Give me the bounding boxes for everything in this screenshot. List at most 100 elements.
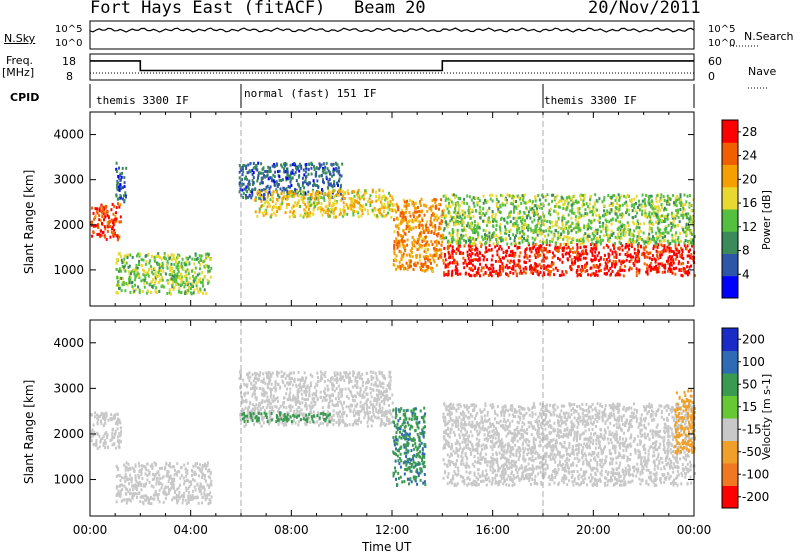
power-cell-2 <box>115 261 118 265</box>
power-cell-2 <box>202 284 204 288</box>
power-cell-4 <box>320 191 322 195</box>
power-cell-6 <box>532 243 535 247</box>
power-cell-3 <box>275 162 278 166</box>
power-cell-7 <box>488 216 491 220</box>
sky-panel-frame <box>89 20 695 50</box>
power-cell-3 <box>328 177 331 181</box>
power-cell-7 <box>515 220 518 224</box>
power-cell-5 <box>425 242 428 246</box>
power-cell-6 <box>576 268 579 272</box>
power-cell-4 <box>265 200 268 203</box>
power-cell-4 <box>363 191 366 195</box>
power-cell-5 <box>432 204 435 208</box>
power-cell-7 <box>447 197 450 201</box>
velocity-cell-1 <box>123 476 126 480</box>
power-cell-5 <box>418 237 421 241</box>
power-cell-7 <box>533 211 536 215</box>
velocity-cell-0 <box>96 421 99 425</box>
power-cell-7 <box>454 205 457 209</box>
power-cell-6 <box>585 263 588 267</box>
power-cell-6 <box>449 261 451 265</box>
power-cell-3 <box>281 190 284 193</box>
power-cell-6 <box>576 251 579 254</box>
power-cell-5 <box>420 210 423 214</box>
power-cell-2 <box>189 282 192 286</box>
power-cell-4 <box>354 199 357 203</box>
power-colorbar-segment <box>722 120 738 143</box>
power-cell-6 <box>577 265 580 269</box>
power-cell-7 <box>532 241 535 245</box>
power-cell-6 <box>581 252 584 256</box>
velocity-cell-1 <box>203 492 206 496</box>
power-cell-2 <box>145 273 148 277</box>
power-cell-6 <box>619 269 622 272</box>
power-cell-5 <box>420 197 423 201</box>
power-cell-4 <box>286 196 289 200</box>
power-cell-4 <box>371 190 374 194</box>
power-cell-6 <box>569 248 572 251</box>
power-cell-6 <box>542 271 545 275</box>
power-cell-2 <box>176 253 179 257</box>
power-cell-2 <box>185 260 188 264</box>
power-cell-4 <box>265 211 268 215</box>
power-cell-4 <box>289 194 292 198</box>
power-cell-7 <box>689 229 692 232</box>
velocity-cell-1 <box>171 482 174 486</box>
power-cell-0 <box>111 202 114 206</box>
velocity-cell-2 <box>356 375 359 379</box>
power-cell-5 <box>425 268 428 272</box>
power-cell-6 <box>570 258 573 262</box>
power-cell-0 <box>115 211 117 215</box>
power-cell-7 <box>495 202 498 205</box>
power-cell-6 <box>630 267 633 271</box>
power-cell-7 <box>636 211 638 215</box>
velocity-cell-1 <box>127 498 130 501</box>
power-cell-7 <box>588 235 591 239</box>
power-cell-6 <box>489 271 492 275</box>
power-cell-4 <box>381 197 384 201</box>
power-cell-6 <box>499 264 501 268</box>
power-cell-2 <box>142 268 145 272</box>
power-cell-4 <box>332 212 335 216</box>
power-cell-7 <box>641 212 643 216</box>
power-cell-6 <box>512 251 515 255</box>
power-cell-2 <box>133 278 136 282</box>
cpid-segment-3: themis 3300 IF <box>544 94 637 107</box>
power-cell-4 <box>382 210 385 213</box>
power-cell-7 <box>658 199 661 203</box>
power-cell-7 <box>606 228 609 232</box>
velocity-cell-1 <box>201 473 204 477</box>
power-cell-6 <box>524 252 527 256</box>
power-cell-2 <box>142 278 145 282</box>
power-cell-3 <box>281 165 284 169</box>
velocity-cell-1 <box>202 464 204 467</box>
power-cell-2 <box>120 276 123 280</box>
power-cell-4 <box>335 215 337 219</box>
power-cell-7 <box>533 238 536 242</box>
power-cell-5 <box>434 240 437 244</box>
power-cell-7 <box>466 214 469 218</box>
nave-tick-top: 60 <box>708 55 722 68</box>
power-cell-2 <box>121 283 124 287</box>
velocity-cell-2 <box>348 423 351 427</box>
power-cell-7 <box>542 229 545 233</box>
power-cell-6 <box>543 255 545 259</box>
power-cell-4 <box>331 204 333 208</box>
power-cell-2 <box>179 265 182 269</box>
power-cell-7 <box>534 224 537 228</box>
power-cell-3 <box>262 197 265 201</box>
power-cell-4 <box>328 194 331 197</box>
velocity-cell-1 <box>138 491 141 495</box>
power-cell-0 <box>104 235 107 239</box>
power-cell-6 <box>561 246 564 250</box>
velocity-cell-1 <box>164 496 167 500</box>
power-cell-6 <box>661 249 664 253</box>
power-cell-7 <box>668 242 671 246</box>
power-cell-6 <box>618 252 621 256</box>
power-cell-7 <box>602 204 605 208</box>
power-cell-6 <box>594 257 597 261</box>
power-cell-5 <box>440 198 443 202</box>
power-cell-3 <box>264 169 267 173</box>
power-cell-6 <box>643 262 646 266</box>
power-cell-7 <box>642 239 645 243</box>
